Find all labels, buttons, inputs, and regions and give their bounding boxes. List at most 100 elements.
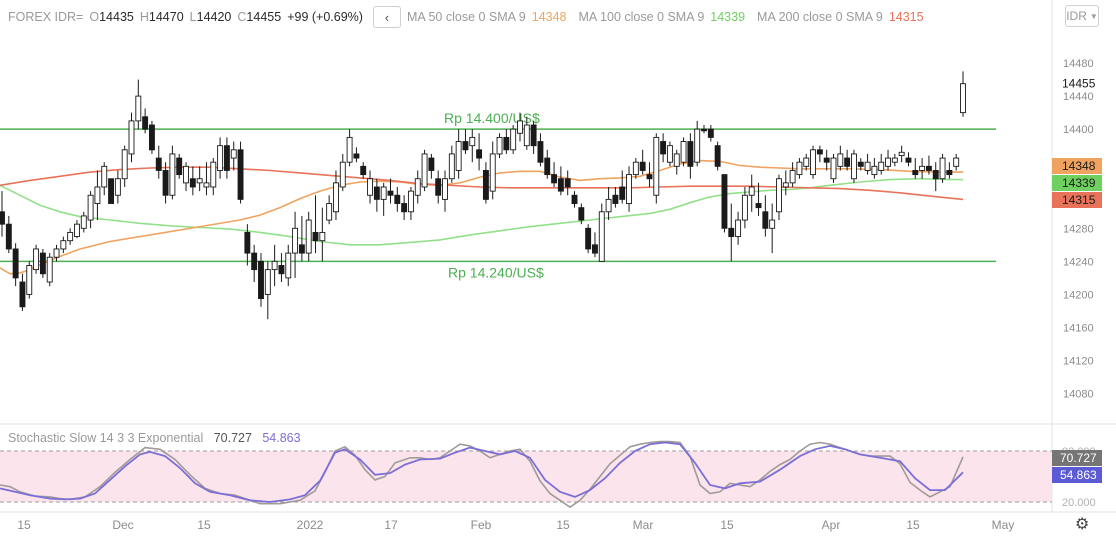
candle-up [510,128,517,151]
ma100-label: MA 100 close 0 SMA 9 [578,10,705,24]
candle-down [244,231,251,254]
candle-down [148,124,155,151]
candle-up [448,153,455,180]
candle-down [530,124,537,147]
candle-up [626,174,632,204]
candle-up [135,95,142,122]
candle-up [271,260,278,271]
stochastic-d-tag-label: 54.863 [1060,468,1097,482]
chevron-down-icon: ▼ [1089,11,1098,21]
ma200-price-tag [1052,192,1102,208]
candle-up [837,153,844,167]
candle-up [26,265,33,295]
stochastic-k-line [0,440,964,509]
ma50-tag-label: 14348 [1062,159,1096,173]
candle-down [946,170,953,176]
chart-header: FOREX IDR= O 14435 H 14470 L 14420 C 14455 +… [8,6,924,28]
stochastic-d-line [0,441,964,503]
candle-up [489,153,496,192]
candle-up [653,136,660,196]
candle-up [694,128,701,163]
candle-down [19,281,26,308]
ma200-label: MA 200 close 0 SMA 9 [757,10,883,24]
candle-up [326,203,333,221]
collapse-legend-button[interactable]: ‹ [372,6,401,28]
stochastic-label: Stochastic Slow 14 3 3 Exponential [8,431,204,445]
candle-up [605,198,612,213]
candle-up [782,182,789,188]
candle-up [796,161,803,176]
candle-down [387,190,394,196]
currency-select-button[interactable]: IDR ▼ [1065,5,1099,27]
x-tick-label: Apr [822,518,841,532]
ma100-price-tag [1052,175,1102,191]
currency-label: IDR [1066,9,1087,23]
candle-up [885,157,891,167]
y-tick-label: 14120 [1063,356,1094,368]
candle-down [353,153,360,159]
support-label: Rp 14.240/US$ [448,264,544,280]
candle-up [741,194,748,221]
candle-up [939,157,946,180]
y-tick-label: 14400 [1063,124,1094,136]
candle-down [176,157,183,176]
y-tick-label: 14080 [1063,389,1094,401]
y-tick-label: 14440 [1063,91,1094,103]
candle-up [666,145,673,163]
candle-down [108,178,114,204]
candle-down [925,165,932,171]
ma50-line [0,159,963,275]
candle-down [503,136,510,151]
candle-up [455,141,462,171]
candle-up [305,219,312,254]
candle-down [728,227,735,238]
candle-up [196,178,203,184]
candle-up [864,161,871,171]
candle-down [142,116,149,130]
candle-up [810,149,817,176]
candle-down [258,260,264,299]
candle-down [5,223,12,250]
candle-up [285,252,292,279]
candle-up [292,227,299,254]
candle-up [33,248,40,271]
y-tick-label: 14280 [1063,223,1094,235]
x-tick-label: May [992,518,1015,532]
candle-down [394,194,401,204]
candle-up [264,269,271,295]
candle-down [298,244,305,254]
candle-down [578,207,585,221]
candle-up [789,170,796,184]
candle-down [557,178,564,192]
y-tick-label: 14200 [1063,289,1094,301]
stochastic-20-label: 20.000 [1062,497,1096,509]
ma200-value: 14315 [888,10,924,24]
candle-up [230,149,237,159]
candle-down [544,157,551,176]
candle-down [639,161,646,171]
candle-up [735,219,742,238]
candle-up [421,153,428,188]
candle-down [714,145,721,167]
candle-up [673,153,680,167]
x-tick-label: 2022 [297,518,324,532]
candle-down [223,145,230,171]
candle-down [571,194,578,204]
candle-up [748,186,755,196]
candle-up [776,178,782,213]
candle-up [74,223,80,238]
candle-up [169,153,176,196]
candle-down [660,141,667,155]
candle-up [830,157,837,180]
candle-down [12,248,19,279]
candle-down [619,186,626,200]
candle-up [442,178,448,200]
stochastic-k-tag-label: 70.727 [1060,451,1097,465]
candle-up [121,149,128,180]
gear-icon[interactable]: ⚙ [1075,516,1090,533]
candle-up [101,165,108,188]
ma50-label: MA 50 close 0 SMA 9 [406,10,526,24]
x-tick-label: 15 [197,518,211,532]
candle-down [857,161,864,167]
